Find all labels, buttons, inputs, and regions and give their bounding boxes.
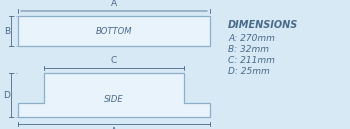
Bar xyxy=(18,16,210,46)
Text: B: 32mm: B: 32mm xyxy=(228,45,269,54)
Text: SIDE: SIDE xyxy=(104,95,124,103)
Text: A: 270mm: A: 270mm xyxy=(228,34,275,43)
Text: DIMENSIONS: DIMENSIONS xyxy=(228,20,298,30)
Text: D: D xyxy=(4,91,10,99)
Text: BOTTOM: BOTTOM xyxy=(96,26,132,35)
Text: A: A xyxy=(111,127,117,129)
Polygon shape xyxy=(18,73,210,117)
Text: B: B xyxy=(4,26,10,35)
Text: C: C xyxy=(111,56,117,65)
Text: A: A xyxy=(111,0,117,8)
Text: D: 25mm: D: 25mm xyxy=(228,67,270,76)
Text: C: 211mm: C: 211mm xyxy=(228,56,275,65)
